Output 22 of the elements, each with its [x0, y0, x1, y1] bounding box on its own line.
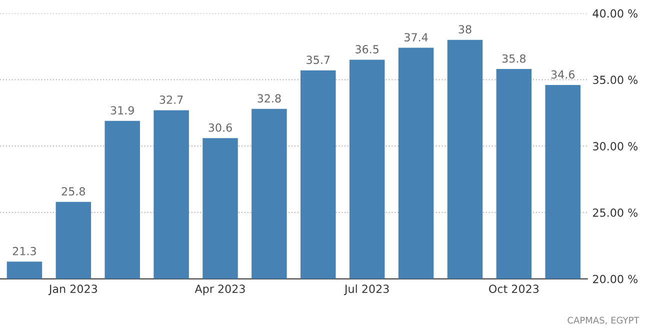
y-tick-label: 30.00 %: [593, 142, 638, 150]
data-label: 38: [458, 25, 472, 34]
y-tick-label: 25.00 %: [593, 208, 638, 217]
data-label: 36.5: [356, 45, 378, 54]
data-label: 32.8: [258, 94, 281, 103]
data-label: 25.8: [62, 187, 86, 196]
y-tick-label: 35.00 %: [593, 76, 638, 84]
y-tick-label: 20.00 %: [593, 274, 638, 284]
data-label: 21.3: [12, 246, 36, 256]
data-label: 32.7: [160, 96, 183, 104]
x-tick-label: Jul 2023: [344, 284, 389, 296]
data-label: 31.9: [110, 106, 134, 115]
data-label: 30.6: [208, 123, 232, 132]
data-label: 34.6: [551, 70, 575, 79]
y-tick-label: 40.00 %: [592, 9, 638, 18]
data-label: 35.7: [306, 56, 330, 64]
x-tick-label: Oct 2023: [489, 284, 539, 294]
x-tick-label: Apr 2023: [194, 284, 245, 296]
x-tick-label: Jan 2023: [48, 284, 97, 296]
data-label: 35.8: [502, 54, 526, 63]
text: CAPMAS, EGYPT: [568, 316, 640, 325]
data-label: 37.4: [404, 33, 428, 42]
